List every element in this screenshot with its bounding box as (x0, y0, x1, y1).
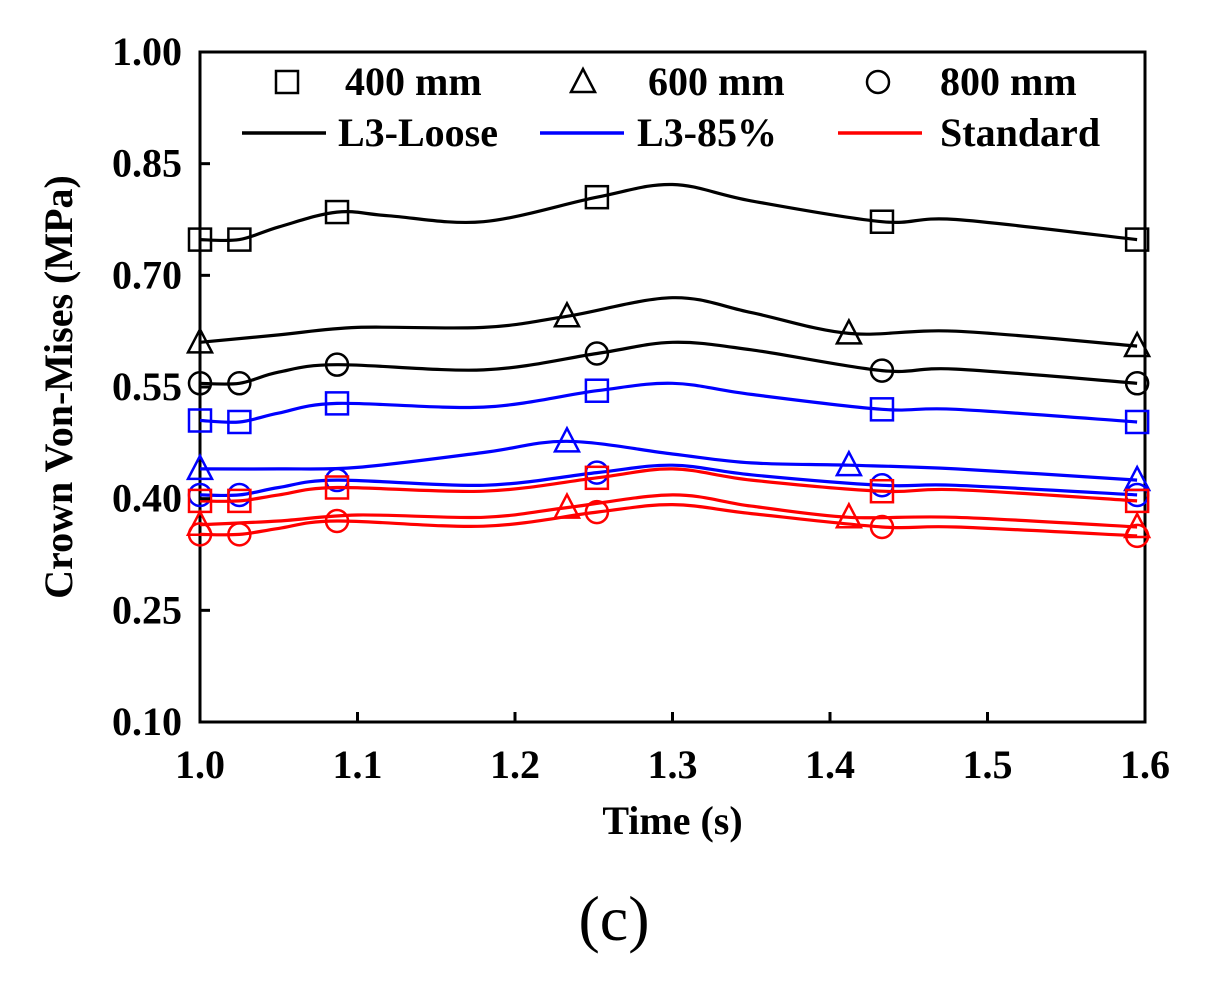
data-point-circle (227, 522, 252, 547)
series-line (199, 381, 1138, 424)
data-point-circle (584, 499, 610, 525)
data-point-triangle (185, 326, 215, 354)
x-tick-label: 1.3 (648, 742, 698, 787)
series-line (199, 340, 1138, 386)
data-point-square (1124, 409, 1150, 435)
series-l3-loose-800-mm (187, 340, 1150, 396)
panel-label: (c) (578, 883, 649, 954)
legend-label: Standard (940, 110, 1100, 155)
data-point-triangle (834, 501, 863, 529)
data-point-square (324, 199, 350, 225)
series-l3-loose-600-mm (185, 296, 1152, 358)
data-point-triangle (834, 449, 863, 477)
data-point-circle (324, 508, 350, 534)
y-tick-label: 0.85 (112, 141, 182, 186)
data-point-triangle (552, 300, 582, 328)
y-axis-title: Crown Von-Mises (MPa) (36, 175, 81, 599)
data-point-square (1124, 227, 1150, 252)
data-point-circle (187, 522, 213, 547)
data-point-circle (1124, 371, 1150, 396)
data-point-square (227, 488, 252, 514)
series-line (199, 463, 1138, 498)
series-line (199, 296, 1138, 348)
x-tick-label: 1.6 (1120, 742, 1170, 787)
data-point-circle (324, 352, 350, 377)
legend-label: L3-85% (637, 110, 777, 155)
legend-label: L3-Loose (338, 110, 498, 155)
data-point-square (869, 397, 895, 422)
series-l3-loose-400-mm (187, 182, 1150, 252)
data-point-triangle (552, 425, 582, 453)
data-point-square (869, 478, 895, 504)
legend-label: 600 mm (648, 59, 785, 104)
y-tick-label: 0.40 (112, 476, 182, 521)
y-tick-label: 0.70 (112, 252, 182, 297)
data-point-triangle (834, 317, 863, 345)
series-standard-800-mm (187, 499, 1150, 549)
series-line (199, 439, 1138, 482)
data-point-square (324, 475, 350, 500)
data-point-square (324, 391, 350, 416)
data-point-square (227, 409, 252, 435)
data-point-triangle (185, 453, 215, 481)
data-point-square (584, 184, 610, 210)
data-point-circle (584, 341, 610, 366)
series-line (199, 182, 1138, 243)
x-tick-label: 1.2 (490, 742, 540, 787)
plot-area: 1.0 1.1 1.2 1.3 1.4 1.5 1.6 0.10 0.25 0.40 0.55 0.7… (112, 29, 1170, 787)
legend: 400 mm 600 mm 800 mm L3-Loose L3-85% Standard (242, 59, 1100, 155)
series-l3-85-400-mm (187, 378, 1150, 435)
data-point-square (869, 209, 895, 234)
data-point-circle (869, 514, 895, 540)
series-layer (185, 182, 1152, 549)
data-point-square (187, 408, 213, 433)
y-tick-label: 0.25 (112, 587, 182, 632)
ticks-layer: 1.0 1.1 1.2 1.3 1.4 1.5 1.6 0.10 0.25 0.40 0.55 0.7… (112, 29, 1170, 787)
series-line (199, 493, 1138, 529)
data-point-square (584, 378, 610, 403)
series-line (199, 467, 1138, 503)
legend-label: 800 mm (940, 59, 1077, 104)
legend-marker-triangle (568, 66, 598, 94)
data-point-triangle (1123, 330, 1152, 358)
x-tick-label: 1.5 (963, 742, 1013, 787)
x-tick-label: 1.1 (333, 742, 383, 787)
data-point-circle (227, 371, 252, 396)
legend-marker-square (274, 69, 300, 95)
data-point-square (227, 227, 252, 252)
data-point-square (584, 465, 610, 491)
x-tick-label: 1.4 (805, 742, 855, 787)
x-tick-label: 1.0 (175, 742, 225, 787)
y-tick-label: 0.55 (112, 364, 182, 409)
data-point-square (187, 227, 213, 252)
data-point-circle (1124, 523, 1150, 549)
y-tick-label: 0.10 (112, 699, 182, 744)
data-point-circle (869, 358, 895, 383)
legend-marker-circle (865, 69, 891, 95)
data-point-circle (187, 371, 213, 396)
y-tick-label: 1.00 (112, 29, 182, 74)
x-axis-title: Time (s) (602, 798, 742, 843)
legend-label: 400 mm (345, 59, 482, 104)
series-line (199, 502, 1138, 538)
